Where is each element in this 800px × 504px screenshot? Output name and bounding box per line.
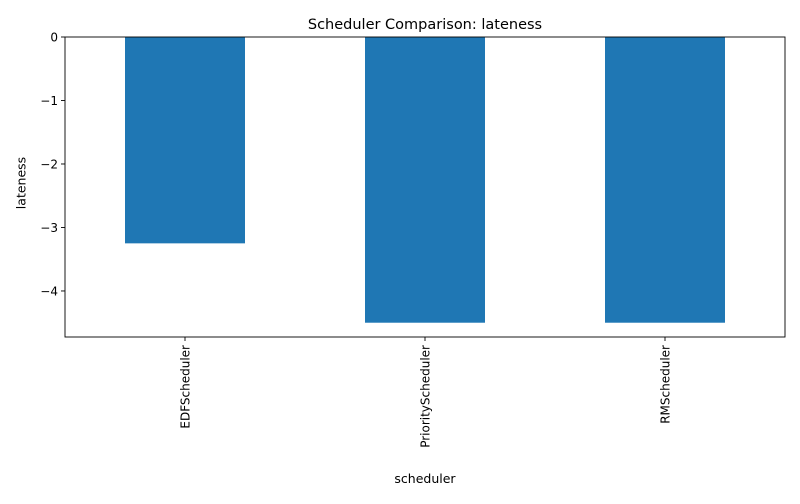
y-tick-label-0: 0: [50, 30, 58, 44]
chart-title: Scheduler Comparison: lateness: [308, 17, 542, 33]
x-axis-label: scheduler: [394, 471, 456, 486]
y-tick-label-3: −3: [40, 221, 58, 235]
bar-RMScheduler: [605, 37, 725, 323]
bar-EDFScheduler: [125, 37, 245, 244]
x-tick-label-EDFScheduler: EDFScheduler: [179, 345, 193, 429]
x-tick-label-RMScheduler: RMScheduler: [659, 345, 673, 424]
y-tick-label-4: −4: [40, 284, 58, 298]
y-tick-label-2: −2: [40, 157, 58, 171]
plot-area: EDFScheduler PriorityScheduler RMScheduler…: [40, 30, 786, 448]
bar-PriorityScheduler: [365, 37, 485, 323]
axes-frame: [64, 36, 786, 338]
x-tick-label-PriorityScheduler: PriorityScheduler: [419, 345, 433, 448]
y-axis-label: lateness: [14, 157, 29, 209]
y-tick-label-1: −1: [40, 94, 58, 108]
